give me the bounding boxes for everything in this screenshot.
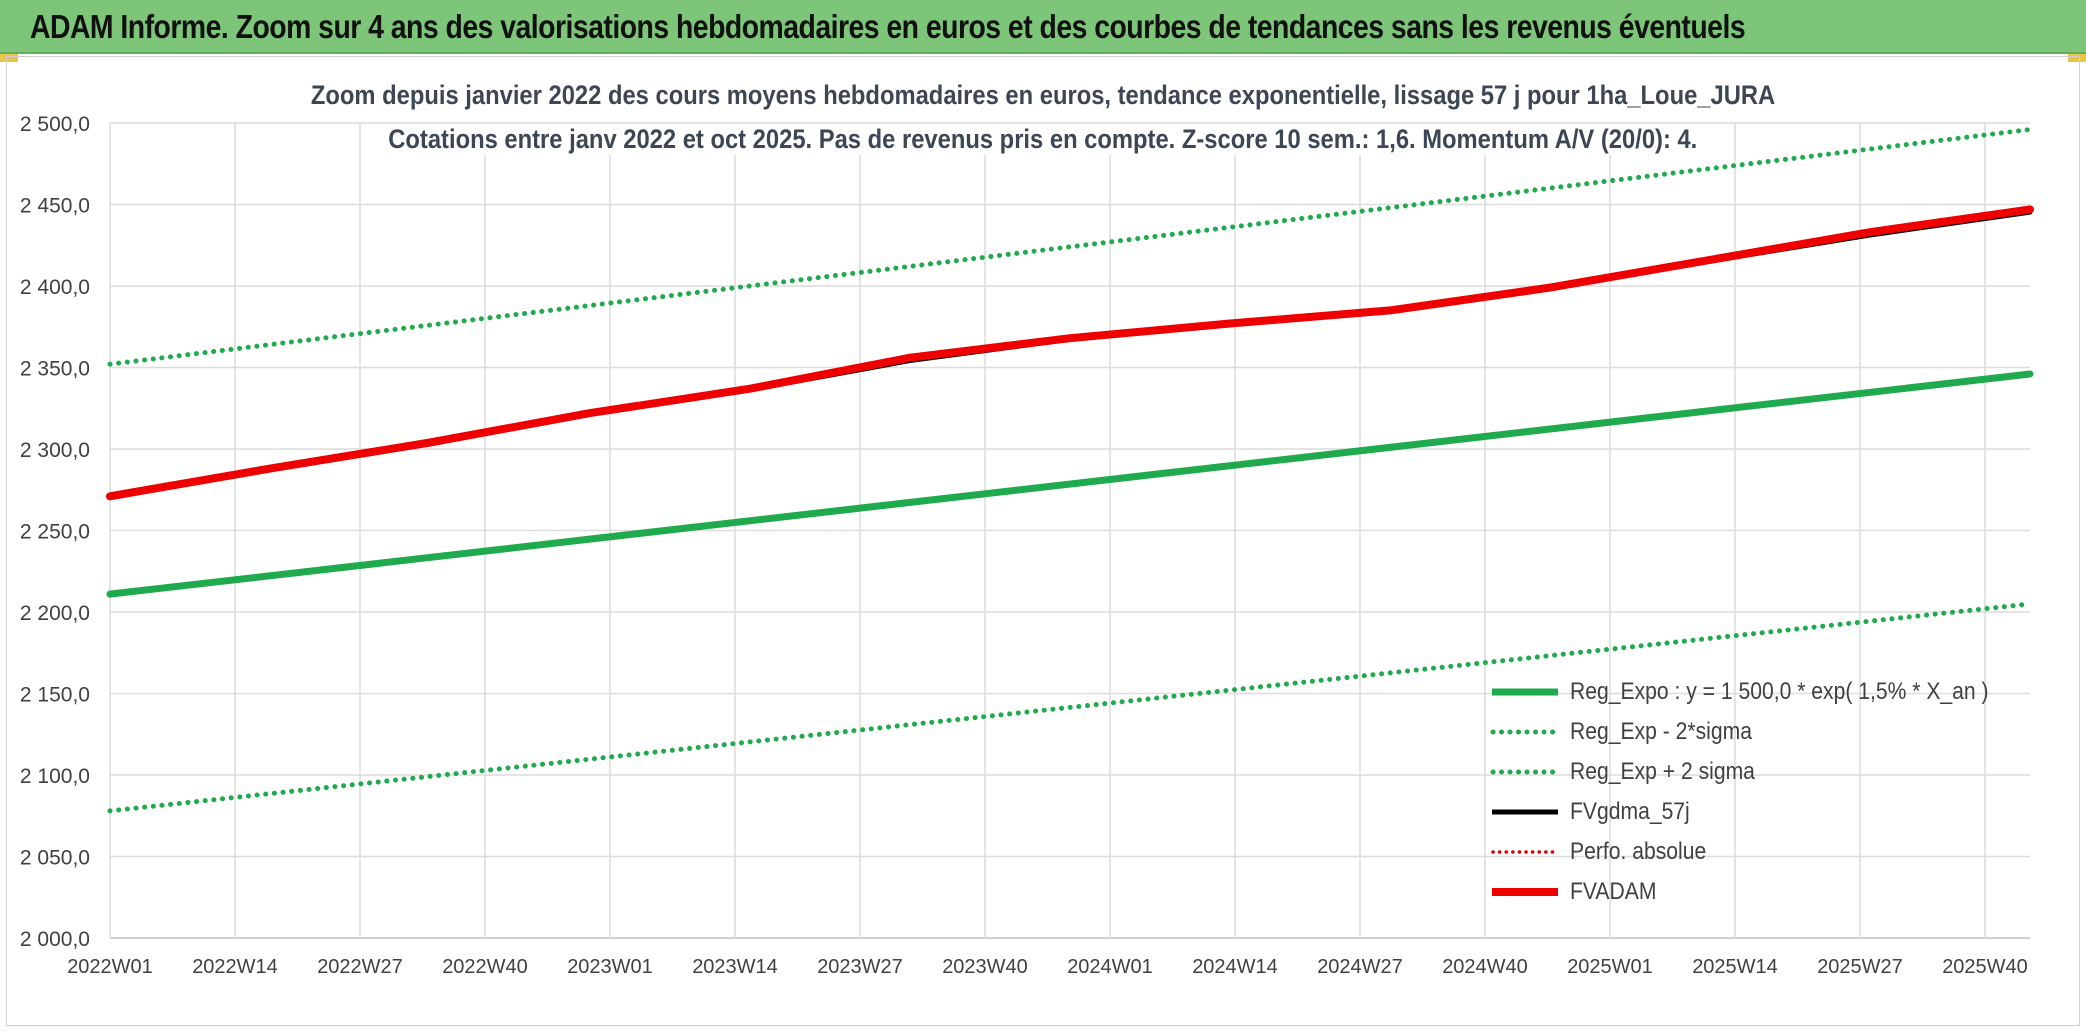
y-tick-label: 2 050,0 <box>20 847 90 870</box>
legend-label: FVADAM <box>1570 878 1657 905</box>
x-tick-label: 2023W01 <box>567 956 653 978</box>
legend-swatch-reg-expo <box>1492 688 1558 696</box>
y-tick-label: 2 100,0 <box>20 765 90 788</box>
x-tick-label: 2025W27 <box>1817 956 1903 978</box>
series-lines <box>106 127 2034 814</box>
y-tick-label: 2 000,0 <box>20 928 90 951</box>
series-line-fvadam <box>106 205 2034 501</box>
series-line-reg_exp <box>107 601 2033 814</box>
y-tick-label: 2 250,0 <box>20 521 90 544</box>
y-tick-label: 2 150,0 <box>20 684 90 707</box>
legend-item-reg-exp-plus: Reg_Exp + 2 sigma <box>1490 752 2046 792</box>
legend-item-fvgdma: FVgdma_57j <box>1490 792 2046 832</box>
legend-item-reg-exp-minus: Reg_Exp - 2*sigma <box>1490 712 2046 752</box>
x-tick-label: 2022W27 <box>317 956 403 978</box>
x-tick-label: 2022W01 <box>67 956 153 978</box>
legend-label: Reg_Exp + 2 sigma <box>1570 758 1755 785</box>
legend-swatch-reg-exp-minus <box>1490 729 1560 735</box>
x-tick-label: 2024W01 <box>1067 956 1153 978</box>
y-tick-label: 2 500,0 <box>20 113 90 136</box>
x-tick-label: 2024W40 <box>1442 956 1528 978</box>
legend-label: FVgdma_57j <box>1570 798 1690 825</box>
y-tick-label: 2 400,0 <box>20 276 90 299</box>
legend-item-fvadam: FVADAM <box>1490 872 2046 912</box>
y-tick-label: 2 350,0 <box>20 358 90 381</box>
corner-mark-right <box>2068 54 2086 62</box>
legend-label: Reg_Exp - 2*sigma <box>1570 718 1752 745</box>
gridlines <box>109 122 2030 939</box>
y-axis-ticks: 2 000,0 2 050,0 2 100,0 2 150,0 2 200,0 2 250… <box>20 113 90 951</box>
x-tick-label: 2025W40 <box>1942 956 2028 978</box>
legend-item-perfo: Perfo. absolue <box>1490 832 2046 872</box>
y-tick-label: 2 450,0 <box>20 195 90 218</box>
legend-label: Reg_Expo : y = 1 500,0 * exp( 1,5% * X_a… <box>1570 678 1989 705</box>
x-tick-label: 2022W40 <box>442 956 528 978</box>
x-tick-label: 2025W14 <box>1692 956 1778 978</box>
legend-swatch-fvgdma <box>1492 809 1558 815</box>
x-tick-label: 2023W40 <box>942 956 1028 978</box>
x-tick-label: 2024W14 <box>1192 956 1278 978</box>
y-tick-label: 2 200,0 <box>20 602 90 625</box>
chart-subtitle: Cotations entre janv 2022 et oct 2025. P… <box>0 124 2086 155</box>
legend-swatch-fvadam <box>1492 888 1558 896</box>
x-tick-label: 2023W27 <box>817 956 903 978</box>
chart-legend: Reg_Expo : y = 1 500,0 * exp( 1,5% * X_a… <box>1490 672 2046 912</box>
legend-item-reg-expo: Reg_Expo : y = 1 500,0 * exp( 1,5% * X_a… <box>1490 672 2046 712</box>
y-tick-label: 2 300,0 <box>20 439 90 462</box>
report-header: ADAM Informe. Zoom sur 4 ans des valoris… <box>0 0 2086 54</box>
chart-frame <box>6 56 2080 1026</box>
legend-label: Perfo. absolue <box>1570 838 1707 865</box>
x-tick-label: 2022W14 <box>192 956 278 978</box>
series-line-reg_expo <box>106 370 2034 598</box>
x-tick-label: 2023W14 <box>692 956 778 978</box>
series-line-reg_exp <box>107 127 2033 367</box>
chart-title: Zoom depuis janvier 2022 des cours moyen… <box>0 80 2086 111</box>
x-tick-label: 2025W01 <box>1567 956 1653 978</box>
x-tick-label: 2024W27 <box>1317 956 1403 978</box>
x-axis-ticks: 2022W01 2022W14 2022W27 2022W40 2023W01 2023W… <box>67 956 2028 978</box>
legend-swatch-perfo <box>1491 850 1560 854</box>
report-title: ADAM Informe. Zoom sur 4 ans des valoris… <box>30 8 1746 45</box>
corner-mark-left <box>0 54 18 62</box>
legend-swatch-reg-exp-plus <box>1490 769 1560 775</box>
